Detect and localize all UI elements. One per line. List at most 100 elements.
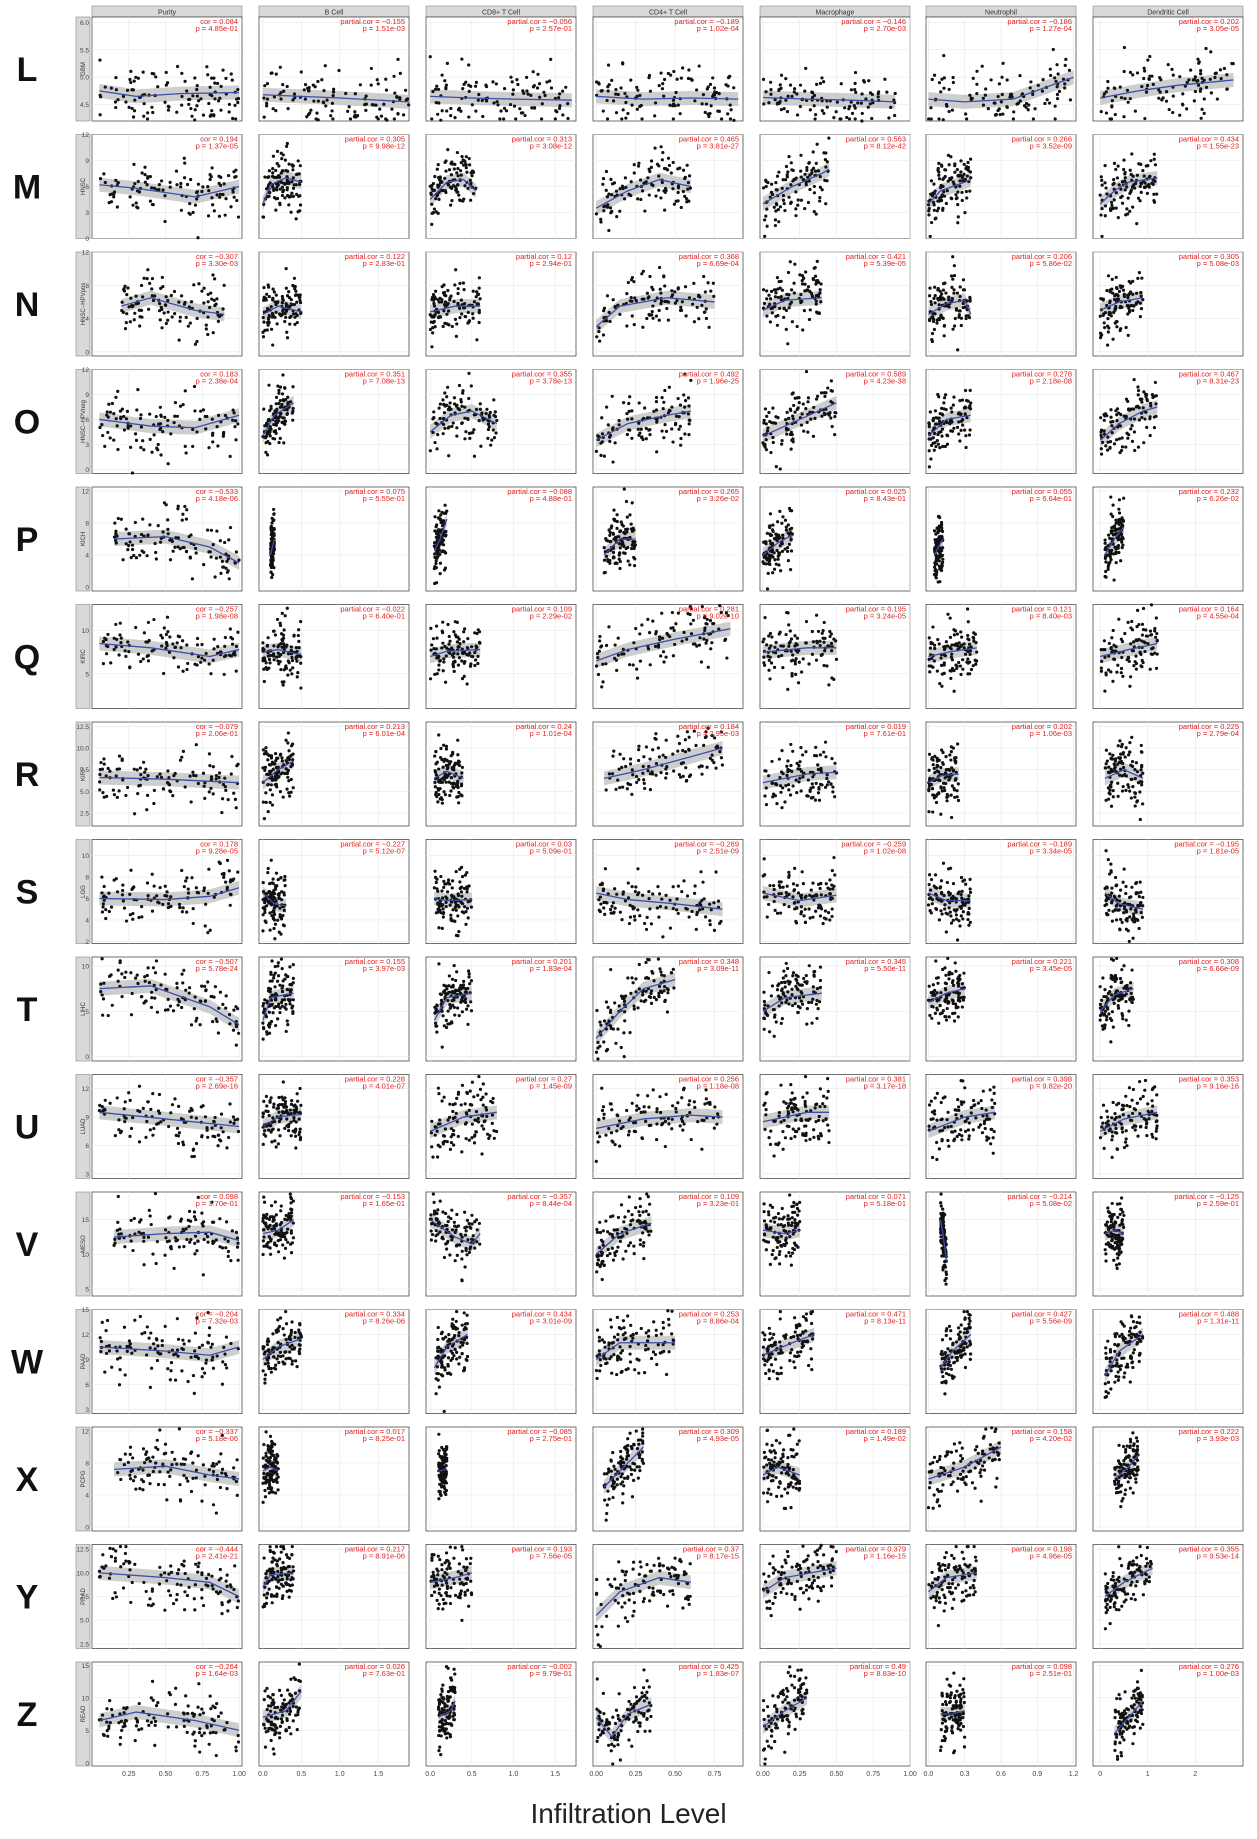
data-point [784, 77, 788, 81]
data-point [937, 81, 942, 85]
data-point [531, 70, 535, 74]
data-point [273, 315, 277, 320]
data-point [429, 184, 434, 188]
column-header-label: Dendritic Cell [1147, 10, 1189, 17]
data-point [277, 391, 281, 395]
y-tick-label: 9 [85, 158, 89, 165]
data-point [824, 151, 828, 155]
data-point [819, 282, 823, 286]
data-point [265, 292, 269, 296]
data-point [169, 293, 173, 298]
data-point [632, 323, 636, 327]
data-point [146, 176, 150, 180]
data-point [518, 107, 522, 111]
data-point [452, 651, 456, 655]
data-point [118, 621, 122, 625]
data-point [604, 643, 609, 648]
data-point [763, 218, 767, 222]
data-point [467, 396, 471, 401]
data-point [1141, 406, 1145, 410]
data-point [1109, 415, 1113, 419]
data-point [153, 541, 157, 546]
data-point [262, 320, 266, 324]
data-point [1121, 288, 1126, 292]
data-point [267, 666, 271, 670]
data-point [791, 437, 795, 441]
p-value-label: p = 3.05e-05 [1197, 24, 1239, 33]
data-point [353, 92, 357, 96]
data-point [168, 185, 172, 189]
data-point [323, 64, 327, 68]
data-point [927, 421, 931, 425]
data-point [1200, 76, 1204, 80]
data-point [223, 635, 227, 640]
data-point [438, 314, 442, 319]
data-point [150, 186, 154, 190]
data-point [630, 436, 634, 440]
data-point [272, 507, 276, 512]
data-point [665, 306, 669, 311]
data-point [686, 181, 690, 185]
data-point [460, 404, 464, 408]
data-point [800, 299, 804, 304]
data-point [262, 679, 266, 684]
data-point [678, 403, 683, 407]
data-point [504, 109, 509, 113]
data-point [206, 300, 210, 304]
data-point [666, 156, 671, 160]
data-point [657, 188, 661, 192]
data-point [175, 110, 179, 114]
data-point [443, 503, 447, 507]
data-point [1043, 101, 1047, 106]
data-point [628, 563, 632, 567]
data-point [291, 194, 296, 198]
data-point [814, 212, 818, 216]
data-point [196, 182, 201, 186]
data-point [827, 683, 831, 687]
data-point [687, 174, 692, 178]
data-point [433, 565, 437, 569]
data-point [131, 203, 135, 207]
data-point [952, 324, 957, 328]
data-point [216, 319, 221, 323]
data-point [687, 199, 691, 203]
data-point [193, 118, 197, 122]
data-point [452, 396, 457, 400]
data-point [146, 659, 151, 663]
data-point [292, 92, 297, 96]
data-point [261, 646, 265, 651]
data-point [206, 332, 210, 337]
data-point [185, 643, 189, 647]
data-point [452, 630, 456, 634]
data-point [641, 269, 645, 273]
data-point [786, 549, 790, 553]
data-point [833, 433, 837, 437]
data-point [853, 106, 857, 110]
data-point [931, 419, 935, 423]
data-point [790, 392, 794, 396]
data-point [605, 117, 610, 121]
data-point [812, 93, 817, 98]
data-point [638, 93, 642, 98]
data-point [618, 546, 622, 550]
data-point [689, 622, 693, 626]
data-point [629, 193, 633, 198]
data-point [870, 92, 875, 97]
data-point [435, 447, 439, 451]
data-point [485, 407, 489, 411]
data-point [274, 72, 278, 76]
data-point [145, 554, 149, 558]
data-point [981, 96, 985, 100]
data-point [531, 85, 536, 89]
data-point [1199, 116, 1203, 120]
data-point [697, 64, 701, 68]
data-point [825, 179, 829, 183]
data-point [622, 197, 627, 201]
data-point [683, 285, 688, 289]
data-point [789, 408, 793, 412]
data-point [785, 173, 789, 177]
data-point [659, 71, 663, 75]
data-point [598, 634, 602, 639]
